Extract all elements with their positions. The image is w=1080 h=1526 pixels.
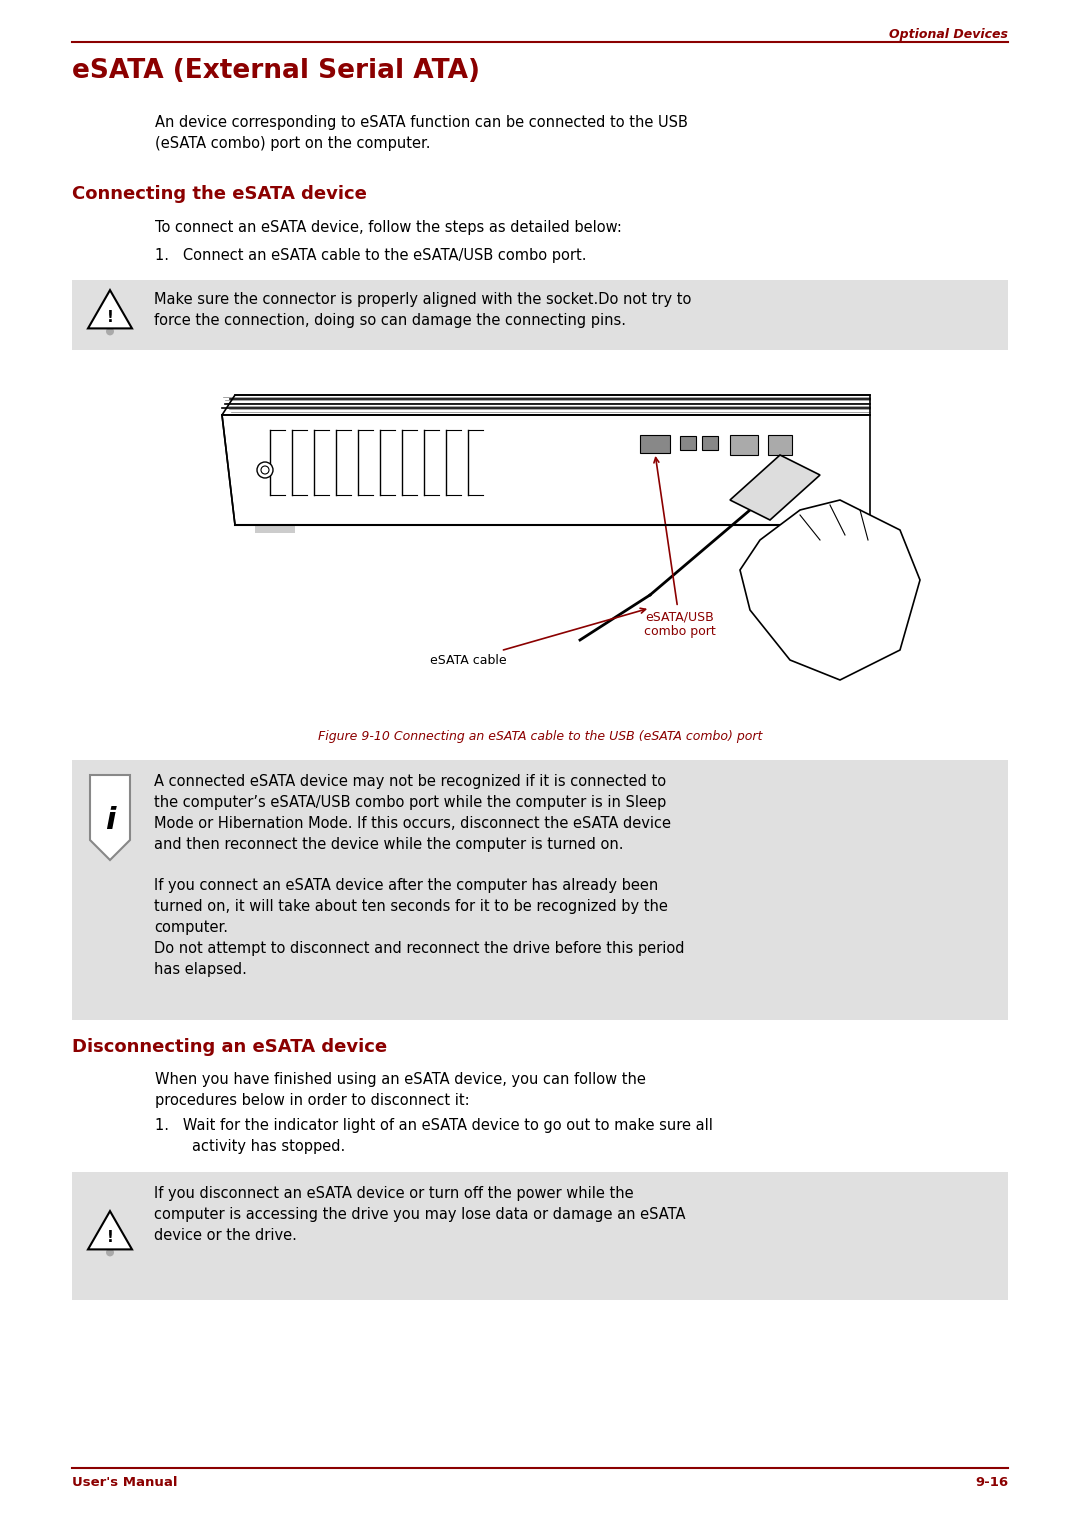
Text: To connect an eSATA device, follow the steps as detailed below:: To connect an eSATA device, follow the s… xyxy=(156,220,622,235)
Bar xyxy=(810,525,850,533)
Bar xyxy=(640,435,670,453)
Polygon shape xyxy=(87,1212,132,1250)
Text: eSATA/USB
combo port: eSATA/USB combo port xyxy=(644,458,716,638)
Bar xyxy=(730,435,758,455)
Text: User's Manual: User's Manual xyxy=(72,1476,177,1489)
Circle shape xyxy=(106,1248,114,1256)
Text: A connected eSATA device may not be recognized if it is connected to
the compute: A connected eSATA device may not be reco… xyxy=(154,774,671,852)
Polygon shape xyxy=(730,455,820,520)
Text: eSATA cable: eSATA cable xyxy=(430,609,646,667)
Text: eSATA (External Serial ATA): eSATA (External Serial ATA) xyxy=(72,58,480,84)
Polygon shape xyxy=(87,290,132,328)
Text: If you disconnect an eSATA device or turn off the power while the
computer is ac: If you disconnect an eSATA device or tur… xyxy=(154,1186,686,1244)
Text: 1.   Wait for the indicator light of an eSATA device to go out to make sure all
: 1. Wait for the indicator light of an eS… xyxy=(156,1119,713,1154)
Polygon shape xyxy=(90,775,130,861)
Text: If you connect an eSATA device after the computer has already been
turned on, it: If you connect an eSATA device after the… xyxy=(154,877,685,977)
Text: Disconnecting an eSATA device: Disconnecting an eSATA device xyxy=(72,1038,387,1056)
FancyBboxPatch shape xyxy=(72,760,1008,1019)
Polygon shape xyxy=(222,395,870,415)
Circle shape xyxy=(106,328,114,336)
Text: Make sure the connector is properly aligned with the socket.Do not try to
force : Make sure the connector is properly alig… xyxy=(154,291,691,328)
Text: Optional Devices: Optional Devices xyxy=(889,27,1008,41)
Text: Figure 9-10 Connecting an eSATA cable to the USB (eSATA combo) port: Figure 9-10 Connecting an eSATA cable to… xyxy=(318,729,762,743)
Text: When you have finished using an eSATA device, you can follow the
procedures belo: When you have finished using an eSATA de… xyxy=(156,1071,646,1108)
FancyBboxPatch shape xyxy=(72,279,1008,349)
Text: An device corresponding to eSATA function can be connected to the USB
(eSATA com: An device corresponding to eSATA functio… xyxy=(156,114,688,151)
Bar xyxy=(768,435,792,455)
Text: !: ! xyxy=(107,310,113,325)
Text: i: i xyxy=(105,806,116,835)
Bar xyxy=(680,436,696,450)
Bar xyxy=(702,436,718,450)
FancyBboxPatch shape xyxy=(72,1172,1008,1300)
Polygon shape xyxy=(740,501,920,681)
Text: 1.   Connect an eSATA cable to the eSATA/USB combo port.: 1. Connect an eSATA cable to the eSATA/U… xyxy=(156,249,586,262)
Circle shape xyxy=(257,462,273,478)
Circle shape xyxy=(261,465,269,475)
Text: 9-16: 9-16 xyxy=(975,1476,1008,1489)
Text: !: ! xyxy=(107,1230,113,1245)
Text: Connecting the eSATA device: Connecting the eSATA device xyxy=(72,185,367,203)
Polygon shape xyxy=(222,415,870,525)
Bar xyxy=(255,525,295,533)
